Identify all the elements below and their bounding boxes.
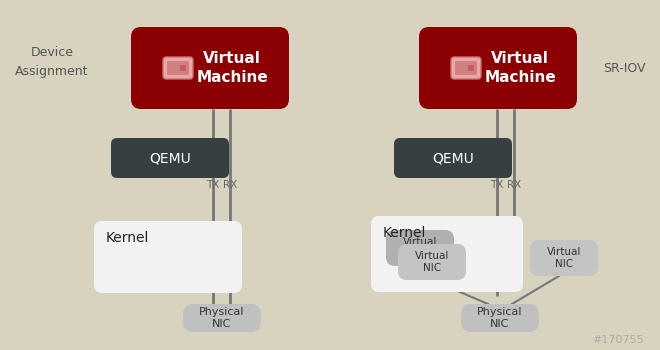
Text: Virtual
Machine: Virtual Machine (484, 51, 556, 85)
Text: QEMU: QEMU (432, 151, 474, 165)
Text: SR-IOV: SR-IOV (603, 62, 645, 75)
FancyBboxPatch shape (530, 240, 598, 276)
FancyBboxPatch shape (183, 304, 261, 332)
FancyBboxPatch shape (451, 57, 481, 79)
FancyBboxPatch shape (94, 221, 242, 293)
Text: Virtual
NIC: Virtual NIC (403, 237, 437, 259)
Text: TX: TX (207, 180, 220, 190)
FancyBboxPatch shape (386, 230, 454, 266)
FancyBboxPatch shape (111, 138, 229, 178)
FancyBboxPatch shape (180, 65, 186, 71)
FancyBboxPatch shape (455, 61, 477, 75)
Text: Device
Assignment: Device Assignment (15, 47, 88, 77)
Text: Virtual
NIC: Virtual NIC (547, 247, 581, 269)
Text: Kernel: Kernel (383, 226, 426, 240)
FancyBboxPatch shape (468, 65, 474, 71)
Text: RX: RX (507, 180, 521, 190)
FancyBboxPatch shape (371, 216, 523, 292)
Text: #170755: #170755 (592, 335, 644, 345)
Text: Physical
NIC: Physical NIC (477, 307, 523, 329)
Text: Virtual
Machine: Virtual Machine (196, 51, 268, 85)
Text: Virtual
NIC: Virtual NIC (415, 251, 449, 273)
Text: TX: TX (490, 180, 504, 190)
FancyBboxPatch shape (419, 27, 577, 109)
FancyBboxPatch shape (398, 244, 466, 280)
Text: RX: RX (223, 180, 237, 190)
Text: Kernel: Kernel (106, 231, 149, 245)
FancyBboxPatch shape (163, 57, 193, 79)
FancyBboxPatch shape (461, 304, 539, 332)
FancyBboxPatch shape (131, 27, 289, 109)
Text: Physical
NIC: Physical NIC (199, 307, 245, 329)
FancyBboxPatch shape (394, 138, 512, 178)
FancyBboxPatch shape (167, 61, 189, 75)
Text: QEMU: QEMU (149, 151, 191, 165)
